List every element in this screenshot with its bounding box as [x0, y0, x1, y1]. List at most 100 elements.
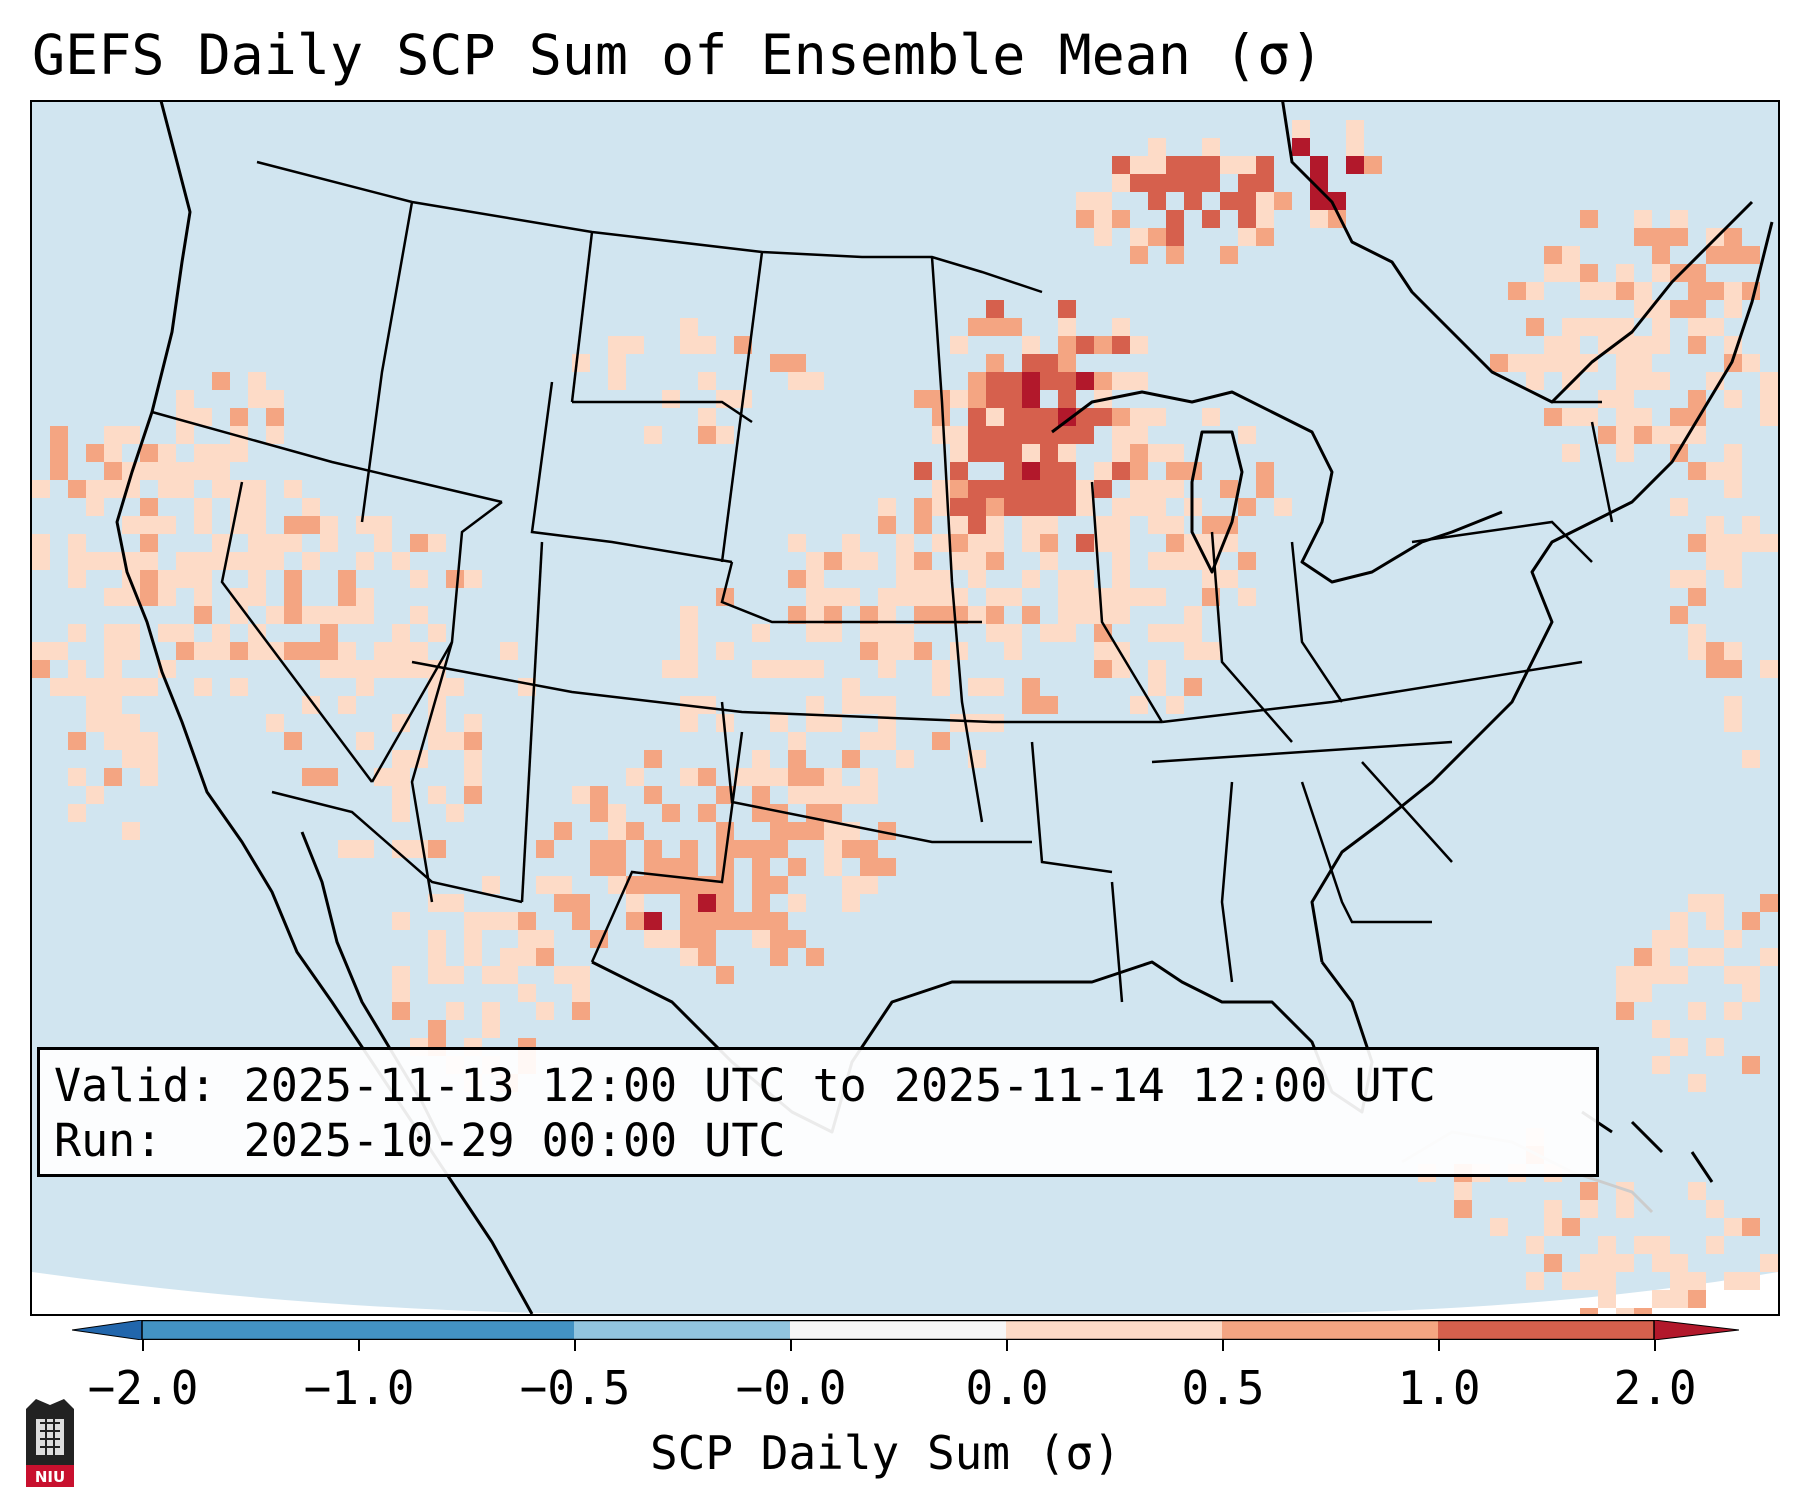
anomaly-cell: [734, 768, 752, 786]
anomaly-cell: [1256, 228, 1274, 246]
anomaly-cell: [1742, 1218, 1760, 1236]
anomaly-cell: [122, 750, 140, 768]
anomaly-cell: [1544, 840, 1562, 858]
anomaly-cell: [1724, 714, 1742, 732]
anomaly-cell: [1022, 408, 1040, 426]
anomaly-cell: [86, 678, 104, 696]
anomaly-cell: [878, 642, 896, 660]
anomaly-cell: [194, 498, 212, 516]
anomaly-cell: [1562, 840, 1580, 858]
anomaly-cell: [1094, 372, 1112, 390]
anomaly-cell: [1022, 534, 1040, 552]
anomaly-cell: [752, 768, 770, 786]
anomaly-cell: [788, 894, 806, 912]
anomaly-cell: [194, 606, 212, 624]
anomaly-cell: [1670, 1272, 1688, 1290]
anomaly-cell: [1094, 480, 1112, 498]
anomaly-cell: [1346, 120, 1364, 138]
anomaly-cell: [392, 552, 410, 570]
anomaly-cell: [626, 660, 644, 678]
anomaly-cell: [1616, 282, 1634, 300]
anomaly-cell: [1580, 786, 1598, 804]
anomaly-cell: [86, 498, 104, 516]
anomaly-cell: [878, 498, 896, 516]
anomaly-cell: [374, 516, 392, 534]
anomaly-cell: [1706, 1236, 1724, 1254]
anomaly-cell: [1742, 966, 1760, 984]
anomaly-cell: [662, 804, 680, 822]
anomaly-cell: [734, 840, 752, 858]
anomaly-cell: [950, 534, 968, 552]
anomaly-cell: [1724, 660, 1742, 678]
anomaly-cell: [1058, 426, 1076, 444]
anomaly-cell: [212, 642, 230, 660]
anomaly-cell: [896, 750, 914, 768]
anomaly-cell: [1598, 678, 1616, 696]
anomaly-cell: [1148, 138, 1166, 156]
anomaly-cell: [1634, 408, 1652, 426]
anomaly-cell: [140, 516, 158, 534]
anomaly-cell: [338, 840, 356, 858]
logo-text: NIU: [35, 1468, 65, 1486]
anomaly-cell: [554, 966, 572, 984]
anomaly-cell: [428, 948, 446, 966]
anomaly-cell: [1058, 480, 1076, 498]
anomaly-cell: [176, 552, 194, 570]
anomaly-cell: [1544, 732, 1562, 750]
anomaly-cell: [1238, 588, 1256, 606]
anomaly-cell: [1670, 1290, 1688, 1308]
anomaly-cell: [176, 426, 194, 444]
anomaly-cell: [50, 426, 68, 444]
anomaly-cell: [284, 588, 302, 606]
anomaly-cell: [788, 858, 806, 876]
anomaly-cell: [590, 840, 608, 858]
anomaly-cell: [1544, 1218, 1562, 1236]
anomaly-cell: [1094, 534, 1112, 552]
anomaly-cell: [842, 678, 860, 696]
anomaly-cell: [176, 642, 194, 660]
anomaly-cell: [1724, 390, 1742, 408]
anomaly-cell: [140, 678, 158, 696]
anomaly-cell: [1706, 1038, 1724, 1056]
anomaly-cell: [644, 858, 662, 876]
anomaly-cell: [392, 912, 410, 930]
anomaly-cell: [68, 480, 86, 498]
anomaly-cell: [1688, 768, 1706, 786]
anomaly-cell: [338, 606, 356, 624]
anomaly-cell: [50, 462, 68, 480]
tick-label: 0.0: [965, 1361, 1049, 1415]
anomaly-cell: [50, 678, 68, 696]
anomaly-cell: [860, 768, 878, 786]
anomaly-cell: [1616, 318, 1634, 336]
anomaly-cell: [1652, 714, 1670, 732]
anomaly-cell: [1580, 894, 1598, 912]
anomaly-cell: [806, 696, 824, 714]
anomaly-cell: [1526, 732, 1544, 750]
anomaly-cell: [302, 516, 320, 534]
anomaly-cell: [1562, 408, 1580, 426]
anomaly-cell: [104, 462, 122, 480]
anomaly-cell: [1724, 300, 1742, 318]
anomaly-cell: [986, 552, 1004, 570]
tick-label: −1.0: [303, 1361, 415, 1415]
anomaly-cell: [410, 606, 428, 624]
anomaly-cell: [608, 876, 626, 894]
anomaly-cell: [914, 390, 932, 408]
anomaly-cell: [1256, 462, 1274, 480]
anomaly-cell: [1220, 156, 1238, 174]
anomaly-cell: [1634, 660, 1652, 678]
anomaly-cell: [1670, 498, 1688, 516]
anomaly-cell: [1634, 696, 1652, 714]
anomaly-cell: [392, 750, 410, 768]
anomaly-cell: [284, 534, 302, 552]
anomaly-cell: [464, 948, 482, 966]
anomaly-cell: [482, 912, 500, 930]
anomaly-cell: [1058, 588, 1076, 606]
anomaly-cell: [770, 876, 788, 894]
anomaly-cell: [1724, 1218, 1742, 1236]
anomaly-cell: [1580, 750, 1598, 768]
anomaly-cell: [1670, 858, 1688, 876]
anomaly-cell: [1040, 624, 1058, 642]
anomaly-cell: [86, 480, 104, 498]
tick-label: −0.5: [519, 1361, 631, 1415]
